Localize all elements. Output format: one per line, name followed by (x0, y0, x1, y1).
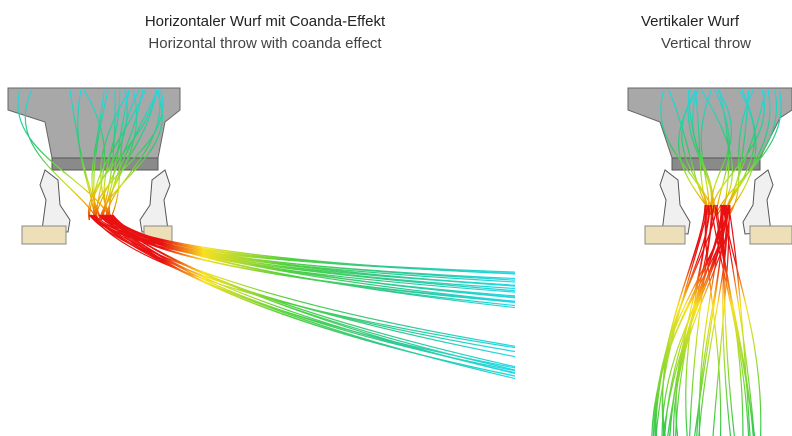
panel-subtitle: Horizontal throw with coanda effect (148, 35, 382, 52)
streamline (112, 215, 515, 274)
panel-title: Vertikaler Wurf (641, 13, 740, 30)
panel-subtitle: Vertical throw (661, 35, 751, 52)
diagram: Horizontaler Wurf mit Coanda-Effekt Hori… (0, 0, 792, 436)
panel-title: Horizontaler Wurf mit Coanda-Effekt (145, 13, 386, 30)
streamline (729, 205, 751, 436)
diffuser-vertical (628, 88, 792, 244)
